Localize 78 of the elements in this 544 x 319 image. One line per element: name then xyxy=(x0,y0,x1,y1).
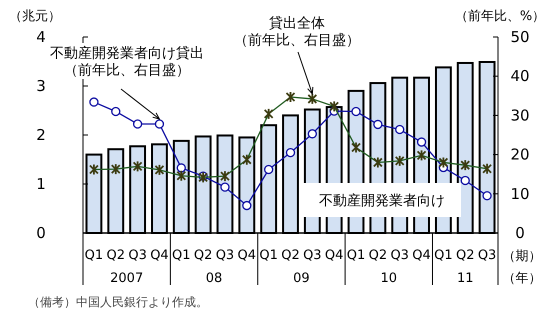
text: （年） xyxy=(502,271,542,286)
x-tick-label: Q1 xyxy=(434,248,453,263)
point xyxy=(416,137,426,147)
point xyxy=(264,164,274,174)
x-tick-label: Q2 xyxy=(281,248,300,263)
x-tick-label: Q4 xyxy=(412,248,431,263)
y2-tick-label: 50 xyxy=(510,28,530,46)
x-tick-label: Q3 xyxy=(478,248,496,263)
point xyxy=(242,200,252,210)
point xyxy=(132,160,143,172)
point xyxy=(460,176,470,186)
x-tick-label: Q1 xyxy=(172,248,191,263)
x-tick-label: Q1 xyxy=(346,248,366,263)
point xyxy=(351,106,361,116)
point xyxy=(482,162,492,175)
y-tick-label: 3 xyxy=(36,77,46,95)
y-tick-label: 2 xyxy=(36,126,46,144)
point xyxy=(110,163,121,176)
x-tick-label: Q4 xyxy=(150,248,169,263)
text: 11 xyxy=(456,271,474,286)
point xyxy=(351,142,361,154)
point xyxy=(132,119,142,129)
text: 不動産開発業者向け貸出（前年比、右目盛） xyxy=(50,46,204,78)
y2-tick-label: 10 xyxy=(510,184,530,203)
text: 09 xyxy=(293,271,310,286)
point xyxy=(394,154,405,167)
x-tick-label: Q1 xyxy=(84,248,104,263)
x-tick-label: Q2 xyxy=(456,248,474,263)
point xyxy=(372,156,383,168)
text: （備考）中国人民銀行より作成。 xyxy=(28,295,208,309)
y2-tick-label: 30 xyxy=(510,106,530,124)
x-tick-label: Q1 xyxy=(259,248,278,263)
point xyxy=(307,93,318,105)
point xyxy=(395,124,404,134)
x-tick-label: Q3 xyxy=(128,248,147,263)
point xyxy=(286,148,296,158)
point xyxy=(220,182,230,192)
point xyxy=(89,164,99,176)
x-tick-label: Q2 xyxy=(194,248,212,263)
point xyxy=(220,170,230,182)
x-tick-label: Q3 xyxy=(390,248,409,263)
point xyxy=(286,91,296,103)
point xyxy=(482,191,492,200)
x-tick-label: Q3 xyxy=(216,248,234,263)
point xyxy=(154,119,164,129)
point xyxy=(264,108,274,120)
y-tick-label: 0 xyxy=(36,224,46,242)
y2-axis-title: （前年比、%） xyxy=(454,9,544,24)
point xyxy=(198,171,208,184)
point xyxy=(89,97,99,107)
text: 08 xyxy=(206,271,222,286)
series-label: 不動産開発業者向け xyxy=(319,193,445,209)
point xyxy=(242,154,252,166)
text: 貸出全体（前年比、右目盛） xyxy=(234,16,360,48)
point xyxy=(438,156,448,168)
y2-tick-label: 40 xyxy=(510,67,530,86)
x-tick-label: Q3 xyxy=(303,248,322,263)
point xyxy=(460,159,470,172)
point xyxy=(111,106,120,116)
text: 2007 xyxy=(110,271,144,286)
point xyxy=(416,149,426,162)
y-tick-label: 4 xyxy=(36,28,46,46)
point xyxy=(308,129,317,138)
x-tick-label: Q4 xyxy=(238,248,256,263)
x-tick-label: Q2 xyxy=(106,248,126,263)
point xyxy=(176,163,186,173)
y2-tick-label: 20 xyxy=(510,146,530,164)
y-tick-label: 1 xyxy=(36,175,46,193)
x-tick-label: Q2 xyxy=(368,248,388,263)
x-axis-title: （期） xyxy=(502,249,542,264)
text: 10 xyxy=(380,271,398,286)
x-tick-label: Q4 xyxy=(324,248,344,263)
y-axis-title: （兆元） xyxy=(9,9,61,24)
point xyxy=(373,120,383,130)
point xyxy=(154,164,164,176)
point xyxy=(176,170,186,182)
y2-tick-label: 0 xyxy=(515,224,525,242)
point xyxy=(329,100,340,112)
